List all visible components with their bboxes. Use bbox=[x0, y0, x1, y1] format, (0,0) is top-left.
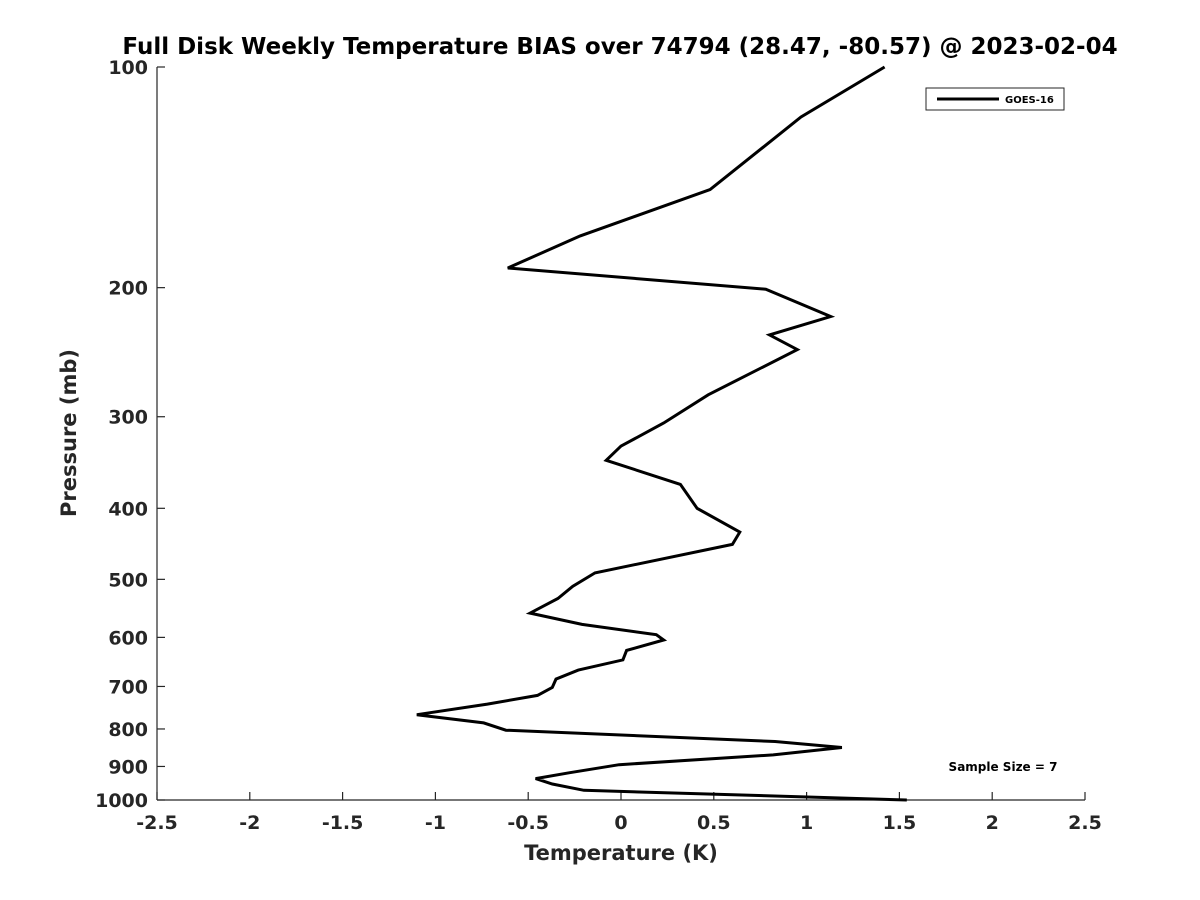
x-tick-label: 2.5 bbox=[1068, 812, 1102, 834]
x-ticks: -2.5 -2 -1.5 -1 -0.5 0 0.5 1 1.5 2 2.5 bbox=[136, 792, 1102, 834]
x-tick-label: -0.5 bbox=[507, 812, 549, 834]
plot-area bbox=[416, 65, 907, 802]
legend: GOES-16 bbox=[925, 87, 1065, 111]
y-tick-label: 1000 bbox=[95, 790, 148, 812]
x-tick-label: -1 bbox=[425, 812, 446, 834]
x-tick-label: 0.5 bbox=[697, 812, 731, 834]
y-tick-label: 800 bbox=[108, 719, 148, 741]
y-tick-label: 100 bbox=[108, 57, 148, 79]
x-tick-label: 1 bbox=[800, 812, 813, 834]
y-tick-label: 500 bbox=[108, 569, 148, 591]
y-tick-label: 300 bbox=[108, 407, 148, 429]
x-tick-label: 1.5 bbox=[883, 812, 917, 834]
sample-size-annotation: Sample Size = 7 bbox=[949, 760, 1058, 774]
y-tick-label: 200 bbox=[108, 278, 148, 300]
x-tick-label: -2.5 bbox=[136, 812, 178, 834]
y-tick-label: 600 bbox=[108, 627, 148, 649]
x-tick-label: 0 bbox=[614, 812, 627, 834]
chart-title: Full Disk Weekly Temperature BIAS over 7… bbox=[122, 34, 1117, 60]
legend-label-goes-16: GOES-16 bbox=[1005, 95, 1054, 106]
y-ticks: 100 200 300 400 500 600 700 800 900 1000 bbox=[95, 57, 165, 812]
x-axis-label: Temperature (K) bbox=[524, 841, 718, 865]
x-tick-label: -2 bbox=[239, 812, 260, 834]
y-tick-label: 700 bbox=[108, 676, 148, 698]
series-line-goes-16 bbox=[416, 65, 907, 802]
y-tick-label: 900 bbox=[108, 756, 148, 778]
x-tick-label: -1.5 bbox=[322, 812, 364, 834]
y-axis-label: Pressure (mb) bbox=[57, 349, 81, 517]
y-tick-label: 400 bbox=[108, 498, 148, 520]
x-tick-label: 2 bbox=[986, 812, 999, 834]
